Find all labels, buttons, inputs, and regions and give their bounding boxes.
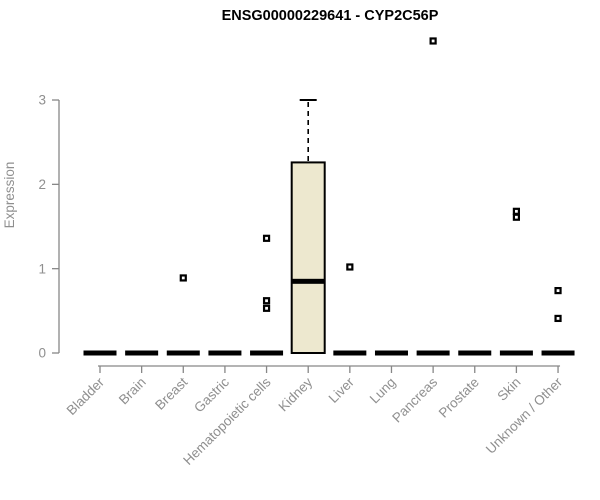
outlier-point bbox=[512, 207, 521, 215]
x-tick-label: Breast bbox=[152, 374, 190, 412]
y-tick-label: 3 bbox=[38, 93, 46, 108]
x-tick-label: Unknown / Other bbox=[483, 374, 566, 457]
collapsed-box-median bbox=[499, 350, 533, 356]
outlier-point bbox=[262, 304, 271, 312]
x-tick-label: Prostate bbox=[436, 375, 482, 421]
collapsed-box-median bbox=[333, 350, 367, 356]
outlier-point bbox=[262, 297, 271, 305]
collapsed-box-median bbox=[541, 350, 575, 356]
x-tick-label: Bladder bbox=[64, 374, 108, 418]
x-tick-label: Kidney bbox=[276, 374, 316, 414]
collapsed-box-median bbox=[166, 350, 200, 356]
box bbox=[290, 161, 326, 354]
collapsed-box-median bbox=[125, 350, 159, 356]
x-tick-label: Gastric bbox=[191, 374, 232, 415]
x-tick-label: Liver bbox=[326, 374, 358, 406]
outlier-point bbox=[512, 213, 521, 221]
x-tick-label: Skin bbox=[494, 375, 523, 404]
outlier-point bbox=[554, 314, 562, 323]
x-tick-label: Brain bbox=[116, 375, 149, 408]
outlier-point bbox=[179, 274, 187, 282]
median-line bbox=[291, 278, 325, 284]
collapsed-box-median bbox=[458, 350, 492, 356]
collapsed-box-median bbox=[250, 350, 284, 356]
outlier-point bbox=[346, 263, 354, 271]
collapsed-box-median bbox=[208, 350, 242, 356]
x-tick-label: Pancreas bbox=[389, 374, 440, 425]
y-tick-label: 2 bbox=[38, 177, 46, 192]
collapsed-box-median bbox=[83, 350, 117, 356]
collapsed-box-median bbox=[416, 350, 450, 356]
outlier-point bbox=[429, 37, 437, 45]
x-tick-label: Lung bbox=[367, 375, 399, 407]
outlier-point bbox=[554, 286, 562, 295]
y-tick-label: 1 bbox=[38, 261, 46, 276]
outlier-point bbox=[262, 234, 271, 242]
collapsed-box-median bbox=[374, 350, 408, 356]
y-tick-label: 0 bbox=[38, 346, 46, 361]
chart-title: ENSG00000229641 - CYP2C56P bbox=[221, 8, 439, 24]
